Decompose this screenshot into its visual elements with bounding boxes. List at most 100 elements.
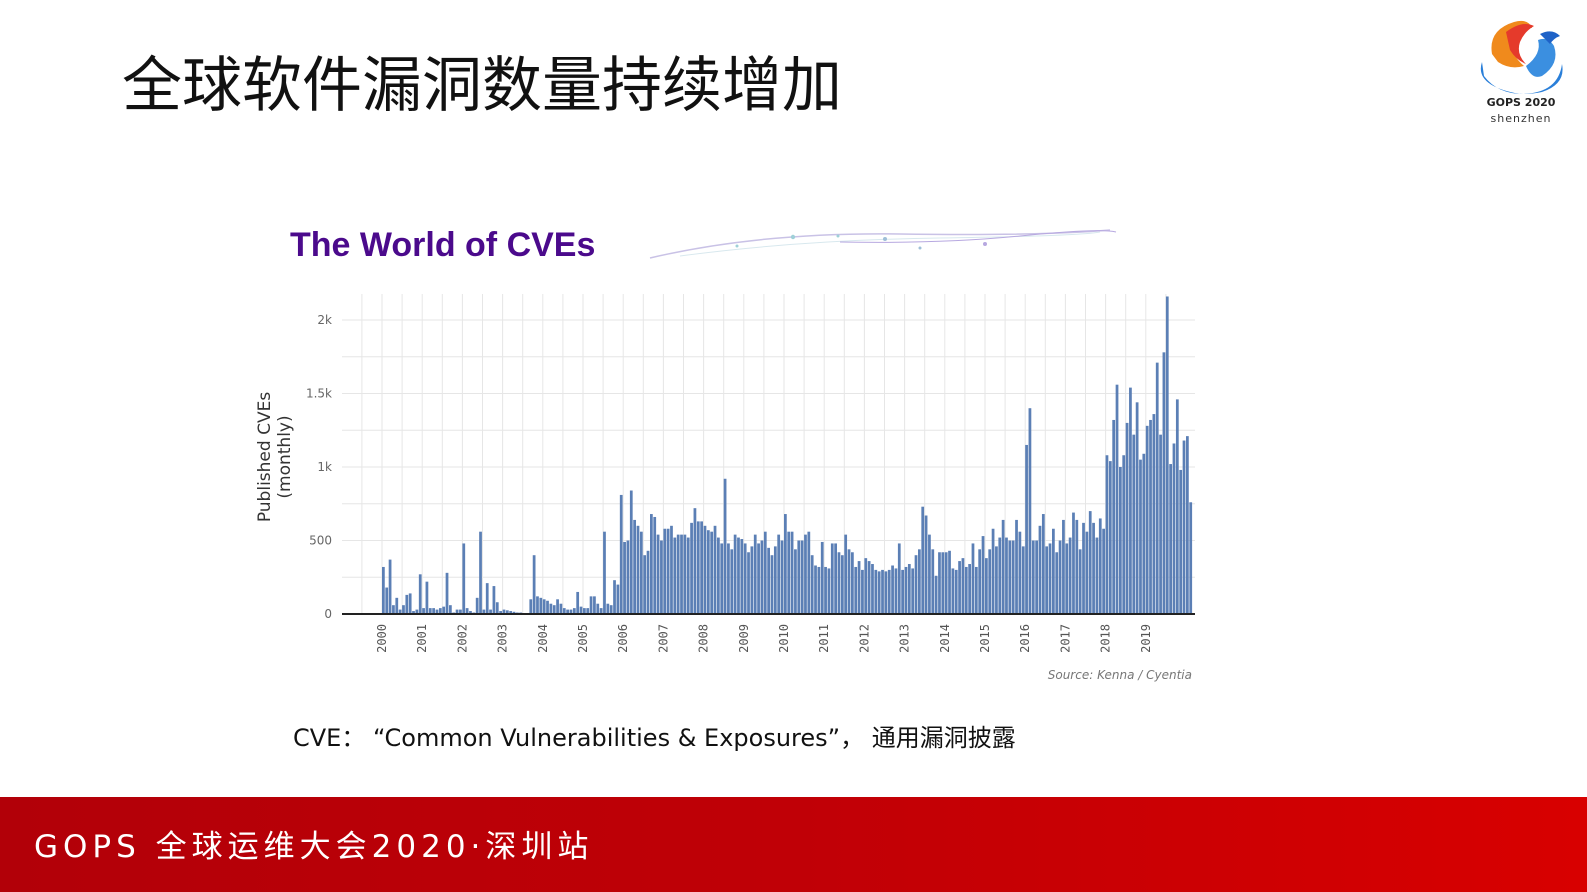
- bar: [1172, 443, 1176, 614]
- bar: [733, 534, 737, 614]
- bar: [603, 531, 606, 614]
- bar: [727, 543, 730, 614]
- bar: [586, 608, 590, 614]
- bar: [1068, 537, 1072, 614]
- y-axis-label: Published CVEs(monthly): [255, 392, 295, 522]
- x-tick-label: 2004: [536, 624, 550, 653]
- bar: [495, 602, 499, 614]
- x-tick-label: 2016: [1018, 624, 1032, 653]
- bar: [1129, 387, 1132, 614]
- x-tick-label: 2007: [656, 624, 670, 653]
- bar: [499, 611, 502, 614]
- bar: [1088, 511, 1092, 614]
- page-title: 全球软件漏洞数量持续增加: [122, 51, 842, 121]
- x-tick-label: 2010: [777, 624, 791, 653]
- bar: [1028, 408, 1032, 614]
- x-tick-label: 2009: [737, 624, 751, 653]
- bar: [1102, 528, 1105, 614]
- bar: [395, 597, 399, 614]
- bar: [425, 581, 429, 614]
- bar: [559, 603, 563, 614]
- bar: [639, 531, 643, 614]
- bar: [770, 555, 774, 614]
- bar: [991, 528, 995, 614]
- bar: [951, 568, 955, 614]
- bar: [1082, 522, 1085, 614]
- bar: [974, 566, 978, 614]
- bar: [790, 531, 794, 614]
- bar: [408, 593, 412, 614]
- x-tick-label: 2003: [496, 624, 510, 653]
- bar: [438, 608, 442, 614]
- bar: [1058, 540, 1062, 614]
- bar: [636, 525, 640, 614]
- bar: [690, 522, 693, 614]
- bar: [512, 611, 516, 614]
- bar: [1005, 537, 1008, 614]
- bar: [663, 528, 667, 614]
- cve-chart: The World of CVEs 0 500 1k 1.5k 2k Published …: [240, 222, 1200, 692]
- bar: [385, 587, 389, 614]
- bar: [489, 609, 492, 614]
- bar: [1122, 455, 1126, 614]
- bar: [596, 603, 600, 614]
- bar: [402, 605, 405, 614]
- bar: [700, 521, 703, 614]
- bar: [971, 543, 975, 614]
- bar: [814, 565, 817, 614]
- bar: [807, 531, 811, 614]
- bar: [482, 609, 486, 614]
- bar: [904, 566, 908, 614]
- bar: [941, 552, 945, 614]
- bar: [948, 550, 951, 614]
- bar: [871, 564, 874, 614]
- bar: [723, 478, 727, 614]
- bar: [1165, 296, 1169, 614]
- bar: [743, 543, 747, 614]
- bar: [961, 558, 965, 614]
- bar: [844, 534, 848, 614]
- bar: [847, 549, 851, 614]
- bar: [469, 611, 472, 614]
- chart-title: The World of CVEs: [290, 226, 596, 264]
- bar: [616, 584, 620, 614]
- bar: [834, 543, 837, 614]
- bar: [998, 537, 1002, 614]
- bar: [958, 561, 961, 614]
- bar: [931, 549, 935, 614]
- bar: [686, 537, 690, 614]
- bar: [412, 611, 415, 614]
- bar: [529, 599, 533, 614]
- bar: [475, 597, 479, 614]
- bar: [546, 600, 549, 614]
- bar: [706, 530, 710, 614]
- bar: [1115, 384, 1119, 614]
- bar: [1045, 546, 1049, 614]
- x-tick-label: 2014: [938, 624, 952, 653]
- bar: [1085, 531, 1089, 614]
- bar: [606, 603, 610, 614]
- logo-city: shenzhen: [1490, 112, 1552, 125]
- bar: [1108, 461, 1112, 614]
- bar: [1015, 519, 1018, 614]
- bar: [978, 549, 982, 614]
- bar: [660, 540, 663, 614]
- bar: [1055, 552, 1059, 614]
- bar: [750, 546, 754, 614]
- x-tick-label: 2017: [1058, 624, 1072, 653]
- bar: [653, 516, 657, 614]
- bar: [763, 531, 767, 614]
- bar: [422, 608, 425, 614]
- bar: [1155, 362, 1159, 614]
- bar: [1031, 540, 1035, 614]
- bar: [1186, 436, 1189, 614]
- bar: [599, 608, 603, 614]
- bar: [1189, 502, 1193, 614]
- bar: [981, 536, 985, 614]
- bar: [954, 569, 958, 614]
- bar: [552, 605, 556, 614]
- bar: [589, 596, 593, 614]
- footer-event-name: GOPS 全球运维大会2020·深圳站: [34, 829, 594, 865]
- bar: [626, 540, 630, 614]
- bar: [1038, 525, 1042, 614]
